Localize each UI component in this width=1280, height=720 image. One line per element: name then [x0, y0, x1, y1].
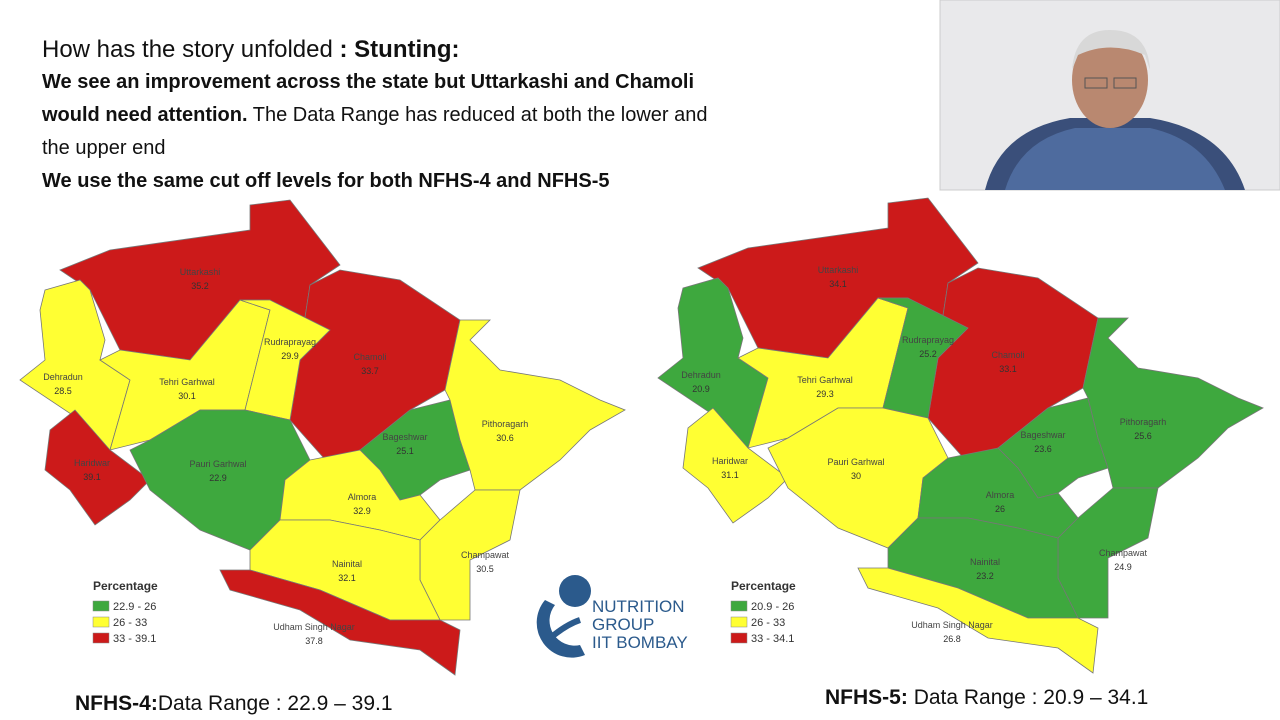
district-name: Bageshwar — [382, 432, 427, 442]
district-name: Udham Singh Nagar — [273, 622, 355, 632]
legend-swatch — [92, 600, 110, 612]
district — [877, 297, 969, 419]
district — [857, 567, 1099, 674]
district-value: 29.9 — [281, 351, 299, 361]
district-name: Bageshwar — [1020, 430, 1065, 440]
district-name: Haridwar — [74, 458, 110, 468]
district-value: 23.6 — [1034, 444, 1052, 454]
legend-swatch — [730, 616, 748, 628]
district-name: Chamoli — [991, 350, 1024, 360]
district-value: 35.2 — [191, 281, 209, 291]
caption-text: Data Range : 22.9 – 39.1 — [157, 692, 393, 715]
district-name: Udham Singh Nagar — [911, 620, 993, 630]
district-value: 34.1 — [829, 279, 847, 289]
district-value: 25.1 — [396, 446, 414, 456]
district-value: 30.6 — [496, 433, 514, 443]
legend-swatch — [92, 616, 110, 628]
district-value: 24.9 — [1114, 562, 1132, 572]
district-name: Dehradun — [681, 370, 721, 380]
legend-title: Percentage — [731, 579, 796, 593]
legend-swatch — [92, 632, 110, 644]
district-name: Uttarkashi — [180, 267, 221, 277]
plain-text: The Data Range has reduced at both the l… — [42, 104, 708, 159]
district-value: 22.9 — [209, 473, 227, 483]
legend-title: Percentage — [93, 579, 158, 593]
district-value: 30.5 — [476, 564, 494, 574]
legend-label: 22.9 - 26 — [113, 601, 156, 613]
district-value: 23.2 — [976, 571, 994, 581]
caption: NFHS-5: Data Range : 20.9 – 34.1 — [825, 686, 1148, 710]
legend-label: 20.9 - 26 — [751, 601, 794, 613]
district-value: 30 — [851, 471, 861, 481]
video-inset — [939, 0, 1280, 191]
bold-text: We see an improvement across the state b… — [42, 71, 695, 126]
legend-label: 26 - 33 — [751, 617, 785, 629]
title-bold: : Stunting: — [339, 36, 460, 63]
header: How has the story unfolded : Stunting: W… — [42, 34, 732, 198]
district-name: Pauri Garhwal — [827, 457, 884, 467]
logo-line: GROUP — [592, 615, 654, 634]
district-name: Almora — [986, 490, 1015, 500]
district — [682, 407, 789, 524]
legend-swatch — [730, 632, 748, 644]
district-name: Dehradun — [43, 372, 83, 382]
district-name: Chamoli — [353, 352, 386, 362]
district-value: 33.1 — [999, 364, 1017, 374]
district-value: 25.6 — [1134, 431, 1152, 441]
district — [239, 299, 331, 421]
district-value: 37.8 — [305, 636, 323, 646]
district-value: 20.9 — [692, 384, 710, 394]
logo: NUTRITION GROUP IIT BOMBAY — [536, 575, 688, 658]
district — [444, 319, 626, 491]
caption-bold: NFHS-5: — [825, 686, 908, 709]
legend-label: 33 - 39.1 — [113, 633, 156, 645]
district-name: Rudraprayag — [264, 337, 316, 347]
district-name: Uttarkashi — [818, 265, 859, 275]
district — [219, 569, 461, 676]
district-value: 25.2 — [919, 349, 937, 359]
district-value: 39.1 — [83, 472, 101, 482]
district-name: Rudraprayag — [902, 335, 954, 345]
title-light: How has the story unfolded — [42, 36, 333, 63]
district-value: 32.1 — [338, 573, 356, 583]
legend-label: 33 - 34.1 — [751, 633, 794, 645]
district — [1082, 317, 1264, 489]
map: Uttarkashi 34.1 Chamoli 33.1 Dehradun 20.9 Teh… — [657, 197, 1264, 674]
district-name: Pithoragarh — [482, 419, 529, 429]
district-name: Pithoragarh — [1120, 417, 1167, 427]
district-value: 28.5 — [54, 386, 72, 396]
district-name: Nainital — [332, 559, 362, 569]
logo-line: IIT BOMBAY — [592, 633, 688, 652]
district-name: Pauri Garhwal — [189, 459, 246, 469]
body-text: We see an improvement across the state b… — [42, 66, 732, 165]
district-name: Tehri Garhwal — [797, 375, 853, 385]
legend-label: 26 - 33 — [113, 617, 147, 629]
caption-text: Data Range : 20.9 – 34.1 — [913, 686, 1149, 709]
district-value: 32.9 — [353, 506, 371, 516]
bold-text: We use the same cut off levels for both … — [42, 170, 610, 192]
map: Uttarkashi 35.2 Chamoli 33.7 Dehradun 28.5 Teh… — [19, 199, 626, 676]
district-name: Tehri Garhwal — [159, 377, 215, 387]
district-value: 30.1 — [178, 391, 196, 401]
district-value: 26.8 — [943, 634, 961, 644]
district — [44, 409, 151, 526]
title-line: How has the story unfolded : Stunting: — [42, 34, 732, 66]
caption-bold: NFHS-4: — [75, 692, 158, 715]
district-name: Nainital — [970, 557, 1000, 567]
district-name: Almora — [348, 492, 377, 502]
district-value: 33.7 — [361, 366, 379, 376]
district-value: 29.3 — [816, 389, 834, 399]
legend-swatch — [730, 600, 748, 612]
logo-line: NUTRITION — [592, 597, 685, 616]
district-value: 31.1 — [721, 470, 739, 480]
district-name: Champawat — [461, 550, 510, 560]
district-value: 26 — [995, 504, 1005, 514]
caption: NFHS-4:Data Range : 22.9 – 39.1 — [75, 692, 393, 716]
district-name: Champawat — [1099, 548, 1148, 558]
district-name: Haridwar — [712, 456, 748, 466]
